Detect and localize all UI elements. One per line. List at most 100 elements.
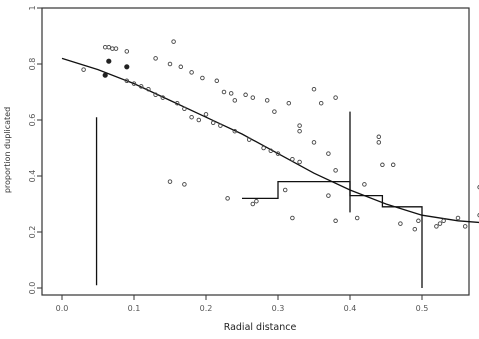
open-point (232, 98, 238, 103)
open-point (455, 215, 461, 221)
y-tick-label: 0.4 (28, 170, 37, 183)
open-point (171, 39, 176, 44)
x-tick-label: 0.2 (200, 304, 213, 313)
open-point (297, 123, 302, 128)
y-tick-label: 0.0 (28, 282, 37, 295)
open-point (272, 109, 277, 114)
open-point (398, 221, 403, 226)
y-tick-label: 0.8 (28, 58, 37, 71)
open-point (311, 140, 317, 145)
open-point (218, 123, 223, 128)
open-point (110, 46, 115, 51)
open-point (376, 140, 382, 145)
plot-frame (41, 7, 470, 296)
open-point (380, 162, 385, 168)
filled-point (106, 58, 112, 64)
step-line (242, 180, 423, 288)
open-point (250, 95, 256, 100)
x-tick-label: 0.5 (416, 304, 429, 313)
open-point (146, 86, 151, 92)
y-tick-label: 0.2 (28, 226, 37, 239)
open-point (290, 215, 295, 221)
open-point (221, 89, 227, 95)
open-point (326, 151, 331, 156)
open-point (167, 179, 173, 184)
open-point (462, 224, 468, 229)
open-point (297, 128, 302, 134)
open-point (174, 100, 180, 106)
open-point (261, 145, 266, 151)
open-point (160, 95, 166, 100)
open-point (124, 49, 130, 54)
open-point (153, 92, 158, 98)
x-tick-label: 0.1 (128, 304, 141, 313)
open-point (477, 213, 479, 218)
open-point (243, 92, 248, 98)
open-point (376, 134, 382, 140)
open-point (124, 78, 130, 84)
open-point (416, 218, 421, 224)
open-point (290, 156, 295, 162)
open-point (113, 46, 119, 51)
open-point (362, 182, 367, 187)
open-point (102, 44, 108, 50)
filled-point (102, 72, 108, 78)
open-point (254, 198, 259, 204)
open-point (412, 226, 418, 232)
open-point (225, 196, 230, 201)
open-point (333, 95, 338, 100)
open-point (178, 64, 184, 70)
open-point (437, 221, 443, 226)
open-point (354, 215, 360, 221)
open-point (311, 86, 317, 92)
open-point (167, 61, 173, 67)
open-point (286, 100, 292, 106)
x-axis-label: Radial distance (224, 322, 297, 333)
open-point (182, 182, 187, 187)
open-point (333, 168, 338, 173)
fit-curve (61, 57, 479, 224)
y-axis-label: proportion duplicated (3, 107, 12, 193)
fit-curve-group (61, 57, 479, 224)
open-point (275, 151, 281, 156)
open-point (250, 201, 256, 207)
open-point (81, 67, 86, 72)
open-point (477, 185, 479, 190)
open-point (138, 84, 144, 89)
filled-point (124, 64, 130, 70)
open-point (282, 187, 288, 193)
points-group (81, 39, 479, 232)
y-axis-ticks: 0.0 0.2 0.4 0.6 0.8 1 (28, 5, 42, 294)
open-point (246, 137, 252, 142)
open-point (210, 120, 216, 126)
open-point (203, 112, 209, 117)
open-point (390, 162, 396, 168)
open-point (200, 75, 205, 81)
open-point (326, 193, 331, 198)
open-point (228, 91, 234, 96)
x-axis-ticks: 0.0 0.1 0.2 0.3 0.4 0.5 (56, 295, 429, 313)
open-point (189, 114, 194, 120)
open-point (264, 98, 270, 103)
open-point (214, 78, 220, 84)
open-point (131, 81, 137, 86)
vertical-lines-group (95, 111, 351, 286)
x-tick-label: 0.3 (272, 304, 285, 313)
open-point (297, 159, 302, 165)
y-tick-label: 0.6 (28, 114, 37, 127)
open-point (268, 148, 274, 154)
open-point (153, 56, 158, 61)
x-tick-label: 0.4 (344, 304, 357, 313)
step-line-group (242, 180, 423, 288)
open-point (318, 100, 324, 106)
open-point (333, 218, 338, 224)
open-point (182, 106, 187, 112)
x-tick-label: 0.0 (56, 304, 69, 313)
open-point (189, 70, 194, 75)
open-point (441, 218, 446, 224)
open-point (434, 224, 439, 229)
open-point (232, 128, 238, 134)
y-tick-label: 1 (28, 5, 37, 10)
open-point (106, 44, 112, 50)
